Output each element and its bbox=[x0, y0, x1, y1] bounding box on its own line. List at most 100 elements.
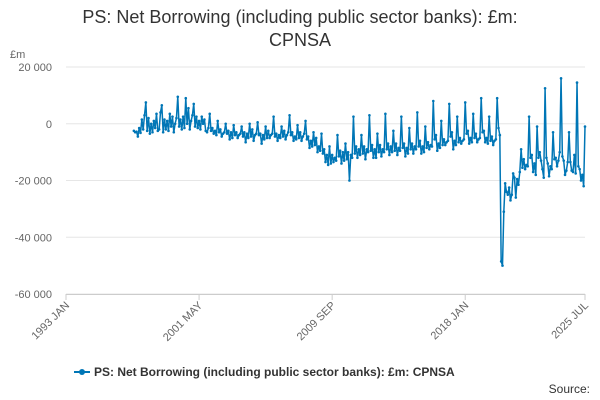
data-point[interactable] bbox=[141, 128, 145, 131]
data-point[interactable] bbox=[356, 156, 359, 160]
data-point[interactable] bbox=[438, 146, 442, 150]
data-point[interactable] bbox=[485, 136, 488, 140]
data-point[interactable] bbox=[433, 138, 436, 141]
data-point[interactable] bbox=[497, 126, 500, 130]
data-point[interactable] bbox=[388, 153, 391, 157]
data-point[interactable] bbox=[340, 162, 343, 165]
data-point[interactable] bbox=[185, 122, 189, 126]
data-point[interactable] bbox=[188, 128, 192, 131]
data-point[interactable] bbox=[286, 130, 290, 134]
data-point[interactable] bbox=[409, 147, 412, 151]
data-point[interactable] bbox=[577, 165, 580, 168]
data-point[interactable] bbox=[191, 113, 194, 117]
data-point[interactable] bbox=[284, 138, 287, 141]
data-point[interactable] bbox=[558, 150, 562, 154]
data-point[interactable] bbox=[563, 173, 567, 177]
data-point[interactable] bbox=[505, 190, 508, 194]
data-point[interactable] bbox=[189, 119, 193, 123]
data-point[interactable] bbox=[541, 167, 544, 171]
data-point[interactable] bbox=[571, 170, 575, 174]
data-point[interactable] bbox=[308, 146, 311, 150]
data-point[interactable] bbox=[487, 115, 491, 118]
data-point[interactable] bbox=[285, 133, 289, 137]
data-point[interactable] bbox=[462, 138, 466, 141]
data-point[interactable] bbox=[535, 125, 539, 128]
data-point[interactable] bbox=[239, 132, 242, 135]
data-point[interactable] bbox=[228, 138, 231, 141]
data-point[interactable] bbox=[473, 136, 476, 140]
data-point[interactable] bbox=[184, 96, 188, 100]
data-point[interactable] bbox=[304, 119, 307, 123]
data-point[interactable] bbox=[579, 179, 583, 182]
data-point[interactable] bbox=[384, 112, 387, 116]
data-point[interactable] bbox=[296, 123, 299, 127]
data-point[interactable] bbox=[466, 129, 470, 133]
data-point[interactable] bbox=[366, 150, 370, 154]
data-point[interactable] bbox=[348, 179, 351, 182]
data-point[interactable] bbox=[209, 129, 213, 133]
data-point[interactable] bbox=[439, 119, 443, 123]
legend[interactable]: PS: Net Borrowing (including public sect… bbox=[74, 365, 455, 379]
data-point[interactable] bbox=[408, 126, 411, 130]
data-point[interactable] bbox=[247, 136, 250, 140]
data-point[interactable] bbox=[555, 165, 559, 168]
data-point[interactable] bbox=[502, 210, 506, 214]
data-point[interactable] bbox=[264, 125, 267, 128]
data-point[interactable] bbox=[510, 193, 514, 196]
data-point[interactable] bbox=[574, 172, 577, 175]
data-point[interactable] bbox=[203, 118, 206, 121]
data-point[interactable] bbox=[341, 150, 345, 154]
data-point[interactable] bbox=[201, 122, 205, 126]
data-point[interactable] bbox=[386, 142, 390, 145]
data-point[interactable] bbox=[302, 132, 306, 135]
data-point[interactable] bbox=[372, 156, 375, 160]
data-point[interactable] bbox=[241, 135, 245, 138]
data-point[interactable] bbox=[278, 136, 282, 140]
data-point[interactable] bbox=[501, 264, 504, 267]
data-point[interactable] bbox=[413, 145, 416, 148]
data-point[interactable] bbox=[328, 145, 331, 148]
data-point[interactable] bbox=[377, 150, 381, 154]
data-point[interactable] bbox=[294, 138, 298, 141]
data-point[interactable] bbox=[578, 167, 581, 171]
data-point[interactable] bbox=[449, 135, 452, 138]
data-point[interactable] bbox=[507, 186, 511, 189]
data-point[interactable] bbox=[453, 139, 456, 143]
data-point[interactable] bbox=[457, 140, 460, 144]
data-point[interactable] bbox=[349, 153, 353, 157]
data-point[interactable] bbox=[354, 145, 358, 148]
data-point[interactable] bbox=[482, 129, 486, 133]
data-point[interactable] bbox=[297, 136, 301, 140]
data-point[interactable] bbox=[329, 162, 333, 165]
data-point[interactable] bbox=[410, 142, 414, 145]
data-point[interactable] bbox=[390, 150, 394, 154]
data-point[interactable] bbox=[511, 172, 515, 175]
data-point[interactable] bbox=[211, 126, 214, 130]
data-point[interactable] bbox=[533, 162, 536, 165]
data-point[interactable] bbox=[573, 153, 576, 157]
data-point[interactable] bbox=[478, 136, 482, 140]
data-point[interactable] bbox=[272, 115, 275, 118]
data-point[interactable] bbox=[446, 139, 450, 143]
data-point[interactable] bbox=[360, 133, 363, 137]
data-point[interactable] bbox=[161, 130, 165, 134]
data-point[interactable] bbox=[428, 147, 431, 151]
data-point[interactable] bbox=[450, 130, 454, 134]
data-point[interactable] bbox=[268, 136, 271, 140]
data-point[interactable] bbox=[430, 145, 434, 148]
data-point[interactable] bbox=[163, 118, 166, 121]
data-point[interactable] bbox=[346, 150, 350, 154]
series-line[interactable] bbox=[133, 77, 586, 267]
data-point[interactable] bbox=[435, 149, 439, 153]
data-point[interactable] bbox=[582, 184, 585, 188]
data-point[interactable] bbox=[196, 126, 200, 130]
data-point[interactable] bbox=[180, 128, 184, 131]
data-point[interactable] bbox=[144, 101, 148, 104]
data-point[interactable] bbox=[385, 147, 389, 151]
data-point[interactable] bbox=[164, 128, 168, 131]
data-point[interactable] bbox=[318, 149, 322, 153]
data-point[interactable] bbox=[256, 121, 259, 124]
data-point[interactable] bbox=[143, 113, 146, 117]
data-point[interactable] bbox=[176, 95, 180, 99]
data-point[interactable] bbox=[261, 133, 265, 137]
